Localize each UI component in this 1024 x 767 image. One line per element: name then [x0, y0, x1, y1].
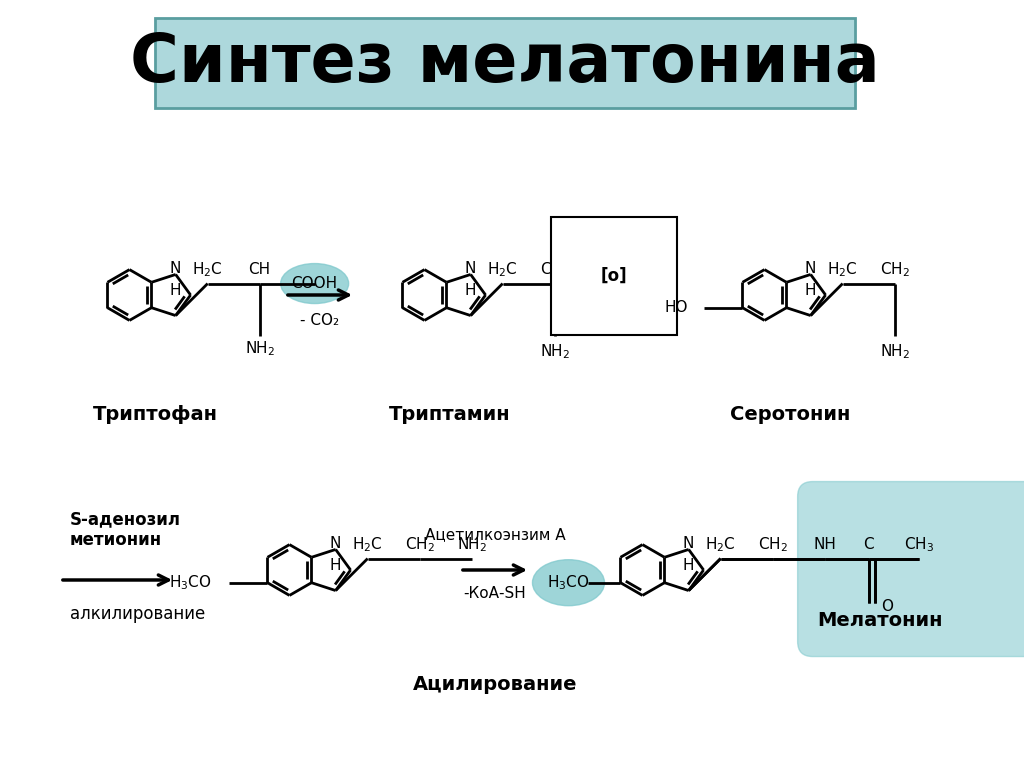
Text: HO: HO: [665, 300, 688, 315]
Text: N: N: [465, 261, 476, 276]
Text: H$_2$C: H$_2$C: [352, 535, 383, 554]
Text: CH$_2$: CH$_2$: [880, 260, 909, 279]
Text: H: H: [465, 283, 476, 298]
Text: H$_2$C: H$_2$C: [487, 260, 518, 279]
Text: Синтез мелатонина: Синтез мелатонина: [130, 30, 880, 96]
Text: COOH: COOH: [292, 276, 338, 291]
Text: C: C: [863, 537, 873, 552]
Text: H: H: [170, 283, 181, 298]
Text: Мелатонин: Мелатонин: [817, 611, 943, 630]
Text: NH$_2$: NH$_2$: [245, 339, 274, 358]
Text: NH$_2$: NH$_2$: [457, 535, 486, 554]
Text: H: H: [683, 558, 694, 573]
Ellipse shape: [532, 560, 604, 606]
Text: H$_3$CO: H$_3$CO: [547, 574, 590, 592]
FancyBboxPatch shape: [798, 482, 1024, 657]
Text: H$_2$C: H$_2$C: [193, 260, 223, 279]
Text: Ацилирование: Ацилирование: [413, 676, 578, 694]
Text: H$_3$CO: H$_3$CO: [169, 574, 212, 592]
Text: Серотонин: Серотонин: [730, 406, 850, 424]
Text: CH$_3$: CH$_3$: [903, 535, 934, 554]
Text: CH$_2$: CH$_2$: [540, 260, 569, 279]
Text: -КоА-SН: -КоА-SН: [464, 586, 526, 601]
Text: H: H: [330, 558, 341, 573]
Text: H$_2$C: H$_2$C: [827, 260, 858, 279]
Text: NH: NH: [813, 537, 836, 552]
Text: N: N: [170, 261, 181, 276]
Text: CH: CH: [249, 262, 270, 277]
FancyBboxPatch shape: [155, 18, 855, 108]
Text: NH$_2$: NH$_2$: [880, 342, 909, 361]
Text: [о]: [о]: [601, 267, 628, 285]
Text: H$_2$C: H$_2$C: [706, 535, 736, 554]
Text: N: N: [683, 536, 694, 551]
Text: Триптофан: Триптофан: [92, 406, 217, 424]
Text: CH$_2$: CH$_2$: [404, 535, 434, 554]
Text: Триптамин: Триптамин: [389, 406, 511, 424]
Text: NH$_2$: NH$_2$: [540, 342, 569, 361]
Text: алкилирование: алкилирование: [70, 605, 205, 623]
Text: O: O: [881, 599, 893, 614]
Text: H: H: [805, 283, 816, 298]
Text: Ацетилкоэнзим А: Ацетилкоэнзим А: [425, 527, 565, 542]
Text: S-аденозил
метионин: S-аденозил метионин: [70, 510, 181, 549]
Ellipse shape: [281, 264, 348, 304]
Text: - CO₂: - CO₂: [300, 313, 340, 328]
Text: N: N: [805, 261, 816, 276]
Text: CH$_2$: CH$_2$: [758, 535, 787, 554]
Text: N: N: [330, 536, 341, 551]
